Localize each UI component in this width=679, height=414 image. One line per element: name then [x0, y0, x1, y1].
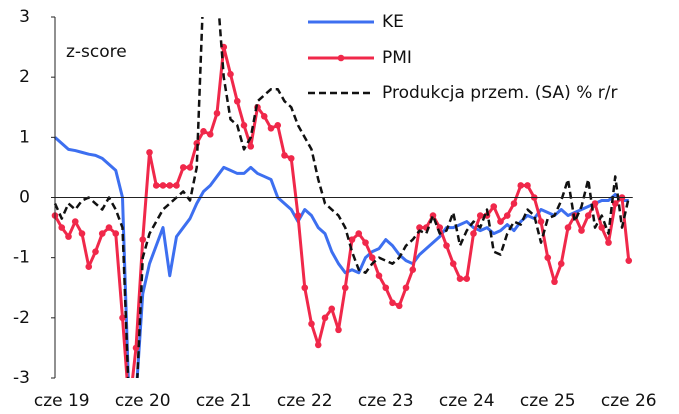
series-marker	[551, 278, 558, 286]
series-marker	[409, 266, 417, 274]
series-marker	[578, 227, 585, 234]
series-marker	[470, 230, 477, 237]
x-tick-label: cze 22	[277, 391, 333, 411]
series-marker	[58, 224, 66, 231]
series-line	[53, 17, 630, 378]
series-marker	[274, 122, 282, 129]
y-tick-label: 2	[19, 67, 30, 87]
series-marker	[65, 233, 72, 240]
series-marker	[71, 218, 79, 225]
series-marker	[557, 260, 565, 267]
series-marker	[105, 224, 113, 231]
series-marker	[119, 314, 126, 322]
annotation: z-score	[66, 42, 127, 62]
series-marker	[166, 182, 174, 189]
series-marker	[78, 230, 86, 237]
series-marker	[200, 128, 207, 135]
series-marker	[98, 230, 106, 237]
y-tick-label: -3	[13, 368, 30, 388]
series-marker	[146, 149, 153, 156]
series-marker	[490, 203, 498, 210]
series-marker	[301, 284, 309, 292]
x-tick-label: cze 23	[358, 391, 414, 411]
series-marker	[152, 182, 160, 189]
series-marker	[206, 131, 214, 138]
series-marker	[227, 70, 234, 78]
series-line	[54, 136, 629, 378]
series-marker	[240, 122, 248, 129]
series-marker	[443, 242, 450, 249]
series-marker	[139, 236, 147, 243]
legend-label: Produkcja przem. (SA) % r/r	[382, 83, 617, 103]
legend-marker	[337, 54, 345, 62]
y-tick-label: 3	[19, 7, 30, 27]
series-marker	[247, 143, 255, 150]
series-marker	[213, 109, 221, 117]
series-marker	[355, 230, 363, 237]
plot-area	[51, 17, 633, 378]
y-tick-label: 1	[19, 127, 30, 147]
series-marker	[584, 212, 592, 219]
series-marker	[564, 224, 572, 231]
y-tick-label: 0	[19, 188, 30, 208]
x-tick-label: cze 25	[520, 391, 576, 411]
series-marker	[605, 239, 612, 246]
series-marker	[382, 284, 390, 292]
series-marker	[294, 212, 302, 219]
series-marker	[267, 125, 275, 132]
y-tick-label: -1	[13, 248, 30, 268]
legend-label: KE	[382, 12, 404, 32]
series-marker	[281, 152, 288, 159]
series-marker	[112, 230, 120, 237]
series-marker	[537, 218, 545, 225]
series-marker	[517, 182, 525, 189]
series-marker	[524, 182, 531, 189]
series-marker	[179, 164, 187, 171]
series-marker	[321, 314, 329, 322]
series-marker	[335, 326, 342, 334]
x-tick-label: cze 19	[34, 391, 90, 411]
x-tick-label: cze 24	[439, 391, 495, 411]
series-marker	[544, 254, 552, 261]
series-marker	[85, 263, 93, 270]
series-marker	[287, 155, 295, 162]
legend-label: PMI	[382, 48, 412, 68]
series-marker	[341, 284, 349, 292]
series-marker	[375, 272, 383, 280]
x-tick-label: cze 21	[196, 391, 252, 411]
series-marker	[186, 164, 194, 171]
series-marker	[503, 212, 511, 219]
series-marker	[92, 248, 99, 255]
series-marker	[476, 212, 484, 219]
series-marker	[611, 200, 619, 207]
series-marker	[416, 224, 423, 231]
series-marker	[314, 341, 322, 349]
series-marker	[233, 97, 241, 105]
series-marker	[159, 182, 167, 189]
series-marker	[328, 305, 336, 313]
series-marker	[449, 260, 457, 267]
series-marker	[308, 320, 315, 328]
series-marker	[348, 236, 356, 243]
series-marker	[395, 302, 403, 310]
series-marker	[368, 254, 376, 261]
series-marker	[598, 224, 606, 231]
series-marker	[389, 299, 396, 307]
series-marker	[173, 182, 180, 189]
series-marker	[510, 200, 518, 207]
series-marker	[463, 275, 471, 283]
series-marker	[497, 218, 504, 225]
x-tick-label: cze 26	[601, 391, 657, 411]
series-marker	[402, 284, 410, 292]
series-marker	[362, 239, 369, 246]
series-marker	[625, 257, 633, 264]
series-marker	[260, 112, 268, 120]
x-tick-label: cze 20	[115, 391, 171, 411]
y-tick-label: -2	[13, 308, 30, 328]
series-marker	[456, 275, 464, 283]
series-marker	[591, 200, 599, 207]
